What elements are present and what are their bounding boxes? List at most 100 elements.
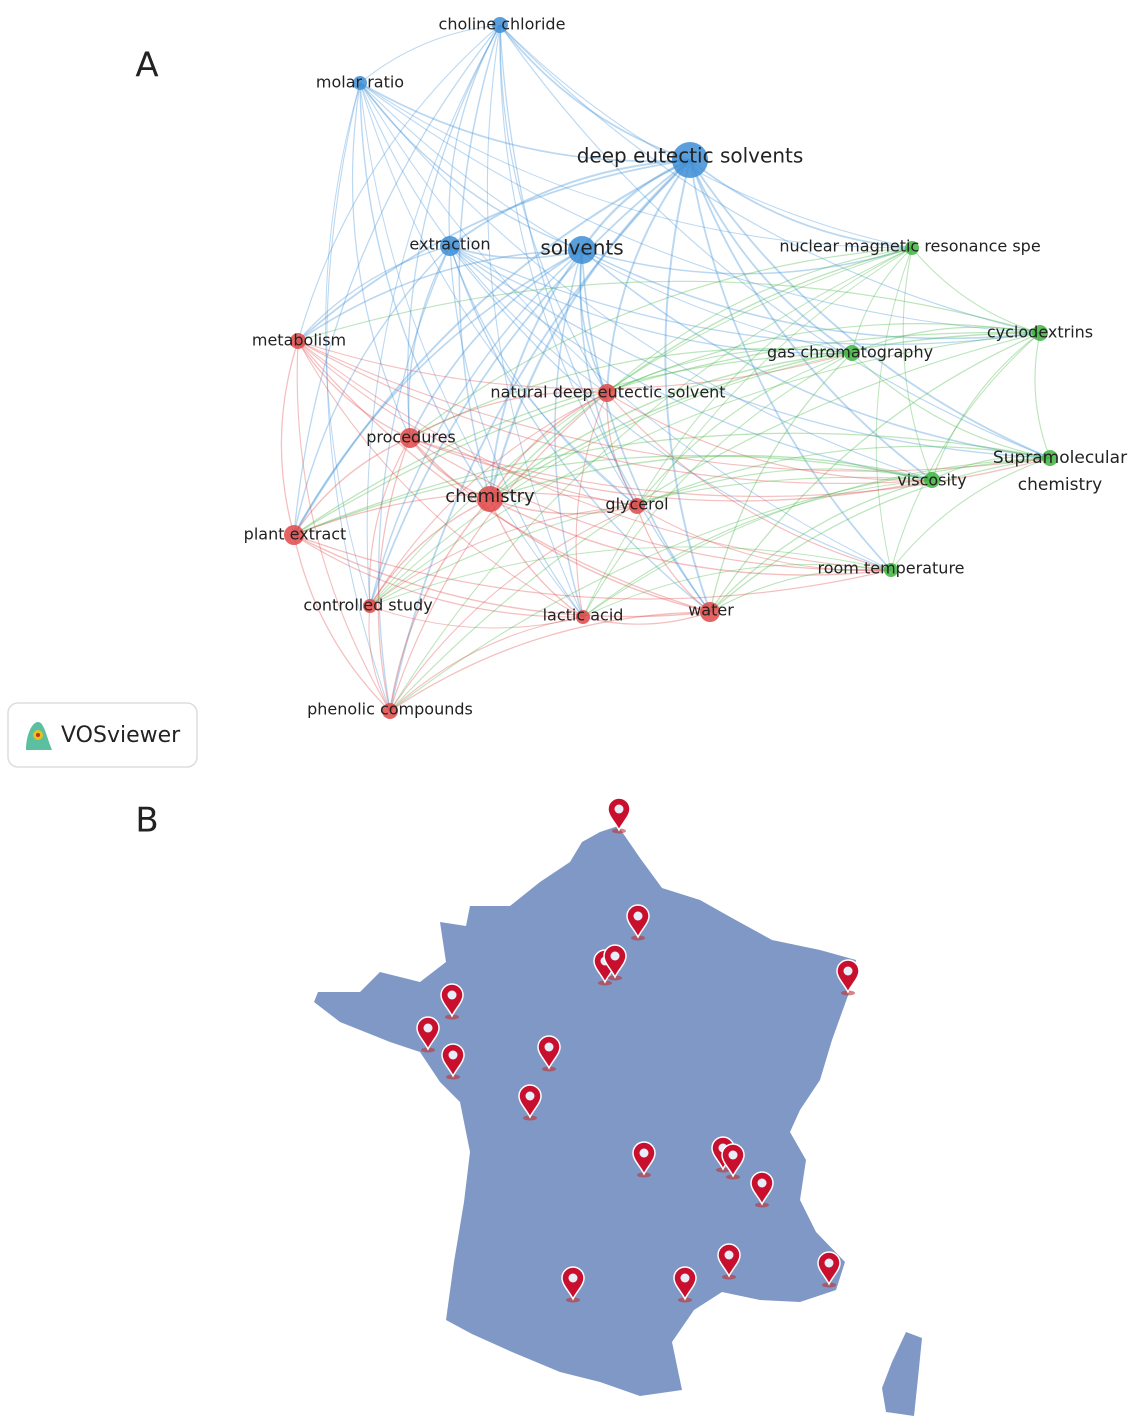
- logo-icon: [36, 733, 40, 737]
- pin: [632, 1141, 656, 1176]
- edge: [851, 326, 1041, 354]
- edge: [581, 249, 1041, 340]
- edge: [606, 348, 853, 394]
- pin-dot: [824, 1258, 834, 1268]
- edge: [297, 340, 853, 390]
- edge: [297, 249, 583, 342]
- corsica: [882, 1332, 922, 1416]
- edge: [369, 392, 608, 607]
- edge: [489, 352, 853, 500]
- edge: [582, 457, 1051, 618]
- edge: [709, 352, 853, 613]
- map: [314, 797, 922, 1416]
- edge: [293, 437, 411, 536]
- edge: [369, 505, 638, 607]
- edge: [579, 249, 608, 394]
- pins: [416, 797, 860, 1303]
- pin-dot: [633, 911, 643, 921]
- edge: [489, 392, 608, 500]
- node-label: viscosity: [897, 471, 966, 490]
- node-label: metabolism: [252, 331, 346, 350]
- node: [440, 236, 460, 256]
- edge: [293, 534, 391, 712]
- node: [1032, 325, 1048, 341]
- edge: [636, 468, 933, 507]
- node-label: deep eutectic solvents: [577, 144, 804, 168]
- edge: [369, 247, 913, 607]
- edge: [582, 479, 933, 618]
- edge: [409, 437, 711, 613]
- edge: [351, 82, 411, 439]
- edge: [499, 24, 608, 394]
- edge: [689, 159, 892, 571]
- pin-dot: [680, 1273, 690, 1283]
- edge: [359, 82, 691, 163]
- edge: [449, 159, 691, 247]
- pin: [607, 797, 631, 832]
- node-label: chemistry: [1018, 475, 1102, 495]
- node: [598, 384, 616, 402]
- edge: [369, 352, 853, 607]
- edge: [377, 437, 411, 712]
- edge: [606, 322, 1041, 394]
- edge: [280, 340, 299, 536]
- node-label: extraction: [409, 235, 490, 254]
- pin: [603, 944, 627, 979]
- edge: [369, 249, 583, 607]
- edge: [449, 245, 933, 481]
- edge: [297, 159, 691, 342]
- edge: [359, 82, 608, 394]
- edge: [709, 457, 1051, 613]
- pin: [416, 1016, 440, 1051]
- edge: [368, 437, 411, 607]
- pin: [537, 1035, 561, 1070]
- edge: [389, 616, 584, 712]
- edge: [581, 247, 913, 275]
- edge: [489, 498, 584, 618]
- edge: [366, 24, 501, 607]
- pin-dot: [544, 1042, 554, 1052]
- edge: [293, 534, 584, 618]
- edge: [902, 247, 933, 481]
- edge: [499, 24, 711, 613]
- pin: [750, 1171, 774, 1206]
- edge: [297, 24, 501, 342]
- edge: [389, 392, 608, 712]
- pin: [626, 904, 650, 939]
- edge: [326, 82, 391, 712]
- node: [284, 525, 304, 545]
- edge: [851, 352, 1051, 459]
- edge: [449, 245, 638, 507]
- edge: [890, 457, 1051, 571]
- node-label: water: [688, 601, 734, 620]
- edge: [489, 249, 583, 500]
- edge: [293, 331, 1041, 536]
- edge: [297, 340, 933, 484]
- node-label: natural deep eutectic solvent: [490, 383, 725, 402]
- edge: [581, 249, 1051, 459]
- pin-dot: [757, 1178, 767, 1188]
- edge: [489, 454, 933, 500]
- edge: [389, 505, 638, 712]
- edge: [636, 505, 711, 613]
- pin-dot: [639, 1148, 649, 1158]
- edge: [499, 24, 1041, 334]
- edge: [499, 24, 691, 161]
- edge: [368, 605, 391, 712]
- node-label: cyclodextrins: [987, 323, 1093, 342]
- pin-dot: [568, 1273, 578, 1283]
- logo-box: [7, 702, 198, 768]
- edge: [488, 159, 691, 500]
- edge: [293, 534, 892, 600]
- node-label: Supramolecular: [993, 448, 1127, 468]
- edge: [582, 352, 853, 618]
- node: [700, 602, 720, 622]
- edge: [582, 611, 711, 625]
- panel-label: B: [135, 801, 158, 841]
- pin-dot: [610, 951, 620, 961]
- edge: [606, 392, 892, 571]
- node-label: controlled study: [303, 596, 432, 615]
- edge: [554, 249, 584, 618]
- edge: [359, 24, 501, 84]
